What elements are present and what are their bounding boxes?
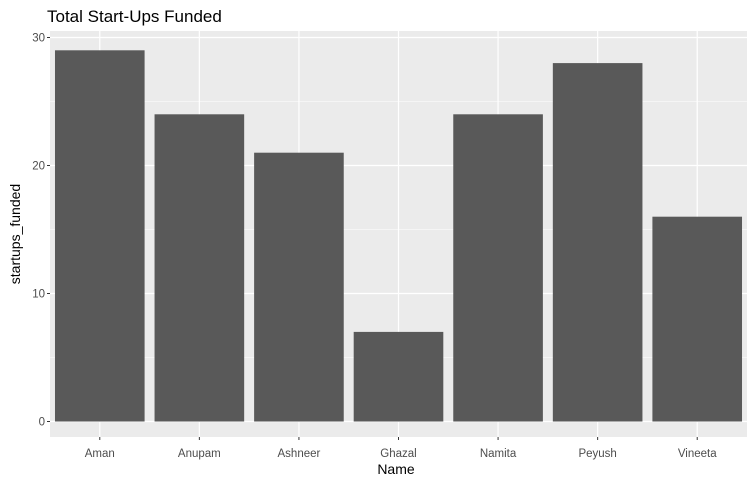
bars bbox=[54, 50, 743, 422]
x-tick-label: Anupam bbox=[178, 448, 221, 460]
x-tick-label: Peyush bbox=[578, 448, 616, 460]
y-tick-label: 20 bbox=[32, 161, 45, 173]
bar-aman bbox=[54, 50, 145, 422]
bar-anupam bbox=[154, 114, 245, 422]
x-tick-label: Aman bbox=[85, 448, 115, 460]
bar-peyush bbox=[552, 63, 643, 422]
y-axis-title: startups_funded bbox=[7, 184, 23, 284]
x-axis-title: Name bbox=[377, 461, 415, 477]
bar-ashneer bbox=[254, 152, 344, 422]
bar-vineeta bbox=[652, 216, 743, 422]
y-tick-label: 30 bbox=[32, 33, 45, 45]
bar-namita bbox=[453, 114, 543, 422]
x-tick-label: Ashneer bbox=[278, 448, 321, 460]
x-tick-label: Vineeta bbox=[678, 448, 717, 460]
x-tick-label: Namita bbox=[480, 448, 517, 460]
y-axis: 0 10 20 30 bbox=[32, 33, 50, 429]
y-tick-label: 0 bbox=[39, 417, 45, 429]
y-tick-label: 10 bbox=[32, 289, 45, 301]
chart-title: Total Start-Ups Funded bbox=[47, 7, 222, 26]
x-axis: Aman Anupam Ashneer Ghazal Namita Peyush Vinee… bbox=[85, 437, 717, 460]
x-tick-label: Ghazal bbox=[380, 448, 416, 460]
bar-ghazal bbox=[353, 331, 444, 422]
